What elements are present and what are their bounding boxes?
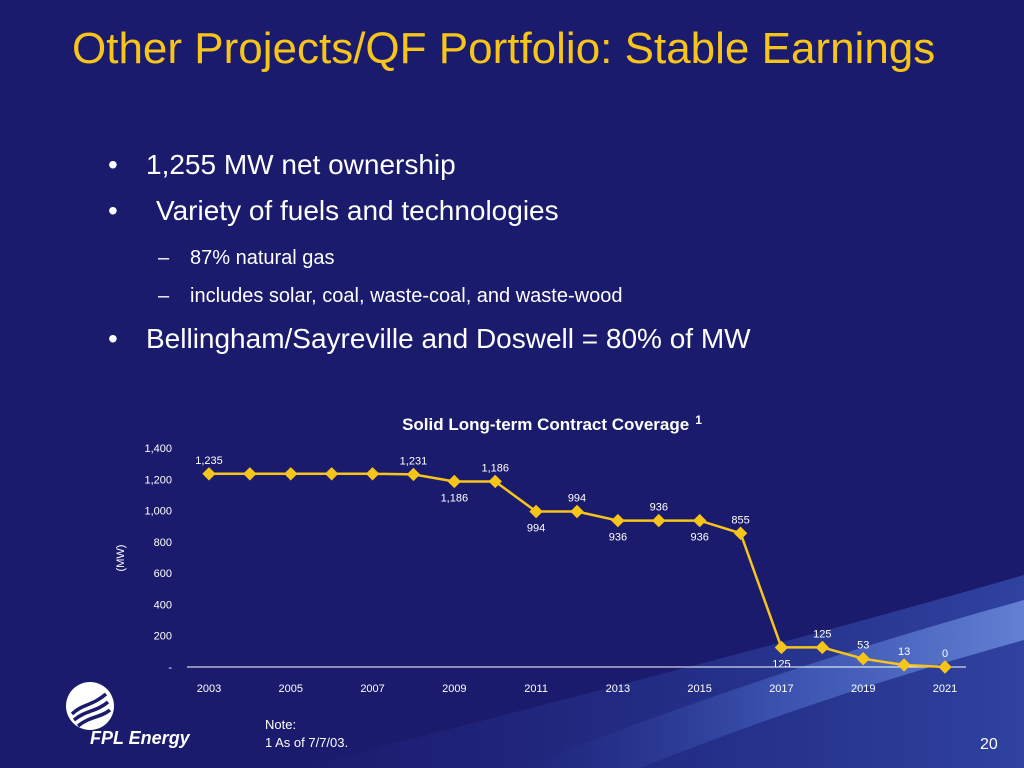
data-point-marker (365, 467, 380, 481)
x-tick-label: 2015 (687, 683, 711, 695)
data-point-marker (611, 513, 625, 528)
data-label: 1,235 (195, 455, 223, 467)
chart-title: Solid Long-term Contract Coverage 1 (402, 413, 702, 434)
x-tick-label: 2003 (197, 683, 221, 695)
data-label: 936 (650, 502, 668, 514)
data-label: 936 (609, 532, 627, 544)
logo-text: FPL Energy (90, 728, 190, 748)
y-axis-label: (MW) (115, 545, 127, 572)
data-point-marker (733, 526, 748, 540)
data-point-marker (447, 474, 462, 489)
data-label: 53 (857, 640, 869, 652)
footnote-heading: Note: (265, 717, 297, 732)
y-tick-label: 1,400 (144, 443, 172, 455)
bullet-item: 1,255 MW net ownership (108, 148, 988, 182)
data-label: 1,231 (400, 455, 428, 467)
bullet-item: Bellingham/Sayreville and Doswell = 80% … (108, 322, 988, 356)
data-label: 0 (942, 648, 948, 660)
y-tick-label: 400 (154, 599, 172, 611)
data-point-marker (652, 513, 666, 528)
data-label: 936 (690, 532, 708, 544)
x-tick-label: 2007 (360, 683, 384, 695)
data-point-marker (243, 467, 257, 481)
x-tick-labels: 2003 2005 2007 2009 2011 2013 2015 2017 2019 2021 (197, 683, 957, 695)
data-point-marker (692, 513, 707, 528)
y-tick-label: 600 (154, 568, 172, 580)
data-point-marker (529, 504, 543, 519)
sub-bullet-item: 87% natural gas (108, 246, 988, 270)
data-point-marker (488, 474, 502, 489)
sub-bullet-item: includes solar, coal, waste-coal, and wa… (108, 284, 988, 308)
data-point-marker (938, 660, 952, 674)
x-tick-label: 2005 (279, 683, 303, 695)
data-point-marker (897, 658, 911, 672)
data-label: 855 (731, 514, 749, 526)
data-point-marker (324, 467, 339, 481)
series-markers (202, 467, 952, 674)
slide-title: Other Projects/QF Portfolio: Stable Earn… (72, 24, 936, 73)
page-number: 20 (980, 736, 998, 753)
data-label: 994 (568, 493, 586, 505)
y-tick-labels: - 200 400 600 800 1,000 1,200 1,400 (144, 443, 172, 674)
x-tick-label: 2017 (769, 683, 793, 695)
footnote: Note: 1 As of 7/7/03. (265, 716, 348, 752)
data-label: 1,186 (481, 462, 509, 474)
y-tick-label: 1,200 (144, 474, 172, 486)
data-labels: 1,235 1,231 1,186 1,186 994 994 936 936 936 855 12… (195, 455, 948, 671)
data-label: 125 (813, 628, 831, 640)
data-point-marker (202, 467, 216, 481)
y-tick-label: 200 (154, 631, 172, 643)
data-point-marker (570, 504, 584, 519)
x-tick-label: 2009 (442, 683, 466, 695)
data-point-marker (774, 640, 789, 655)
bullet-list: 1,255 MW net ownership Variety of fuels … (108, 148, 988, 374)
y-tick-label: - (168, 662, 172, 674)
logo-circle-icon (66, 682, 114, 730)
chart-title-text: Solid Long-term Contract Coverage (402, 415, 689, 434)
data-point-marker (856, 652, 870, 666)
data-label: 1,186 (441, 492, 469, 504)
data-point-marker (815, 640, 830, 655)
x-tick-label: 2021 (933, 683, 957, 695)
chart-title-superscript: 1 (695, 413, 702, 427)
footnote-text: 1 As of 7/7/03. (265, 735, 349, 750)
data-point-marker (284, 467, 298, 481)
fpl-energy-logo (66, 682, 114, 730)
bullet-item: Variety of fuels and technologies (108, 194, 988, 228)
data-point-marker (406, 467, 421, 482)
x-tick-label: 2013 (606, 683, 630, 695)
x-tick-label: 2011 (524, 683, 548, 695)
data-label: 13 (898, 646, 910, 658)
data-label: 125 (772, 658, 790, 670)
data-label: 994 (527, 523, 545, 535)
y-tick-label: 800 (154, 537, 172, 549)
y-tick-label: 1,000 (144, 506, 172, 518)
x-tick-label: 2019 (851, 683, 875, 695)
